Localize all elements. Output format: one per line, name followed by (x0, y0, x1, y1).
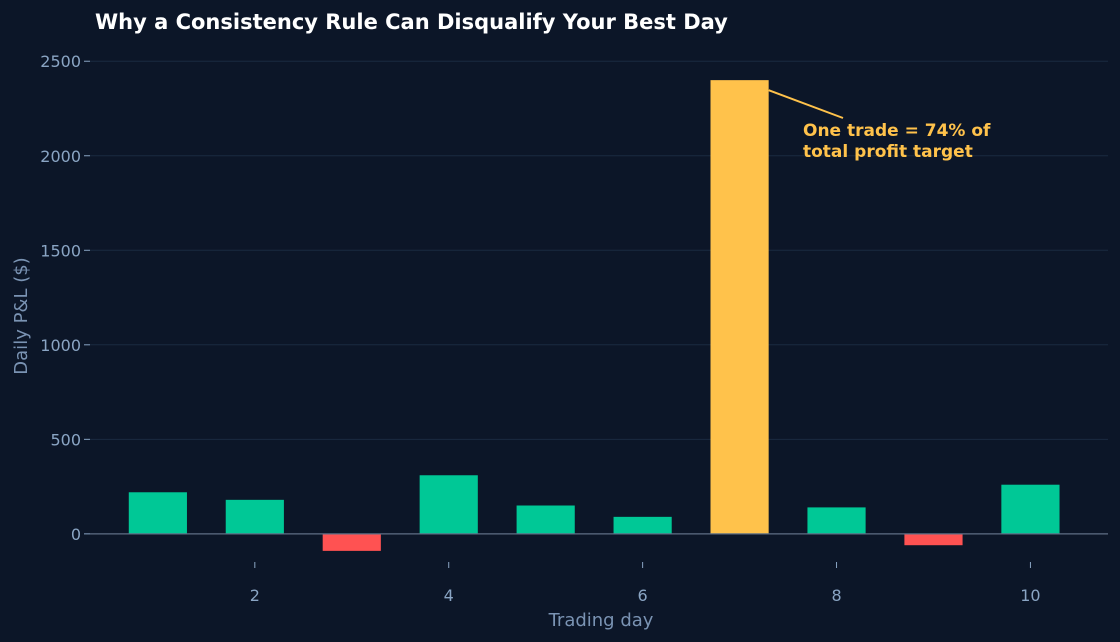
gain-bar (807, 507, 866, 534)
x-tick-label: 8 (831, 586, 841, 605)
bars (128, 80, 1060, 551)
x-tick-label: 10 (1020, 586, 1040, 605)
y-tick-label: 2500 (40, 52, 81, 71)
annotation-arrow (768, 89, 844, 119)
loss-bar (904, 533, 963, 546)
highlight-bar (710, 80, 769, 534)
gain-bar (128, 492, 187, 534)
gain-bar (1001, 484, 1060, 534)
annotation-text: total profit target (803, 142, 973, 162)
y-tick-label: 1000 (40, 336, 81, 355)
gain-bar (516, 505, 575, 534)
x-tick-label: 4 (444, 586, 454, 605)
y-tick-label: 500 (50, 430, 81, 449)
x-axis-label: Trading day (548, 610, 654, 631)
axes: 0 500 1000 1500 2000 2500 2 4 6 8 10 (40, 52, 1108, 605)
x-tick-label: 6 (638, 586, 648, 605)
y-tick-label: 1500 (40, 241, 81, 260)
gain-bar (613, 516, 672, 534)
grid-lines (90, 60, 1108, 440)
gain-bar (225, 499, 284, 534)
annotation-text: One trade = 74% of (803, 121, 991, 141)
y-tick-label: 2000 (40, 147, 81, 166)
y-axis-label: Daily P&L ($) (11, 257, 32, 374)
loss-bar (322, 533, 381, 551)
chart-title: Why a Consistency Rule Can Disqualify Yo… (95, 10, 728, 34)
gain-bar (419, 475, 478, 534)
y-tick-label: 0 (71, 525, 81, 544)
x-tick-label: 2 (250, 586, 260, 605)
